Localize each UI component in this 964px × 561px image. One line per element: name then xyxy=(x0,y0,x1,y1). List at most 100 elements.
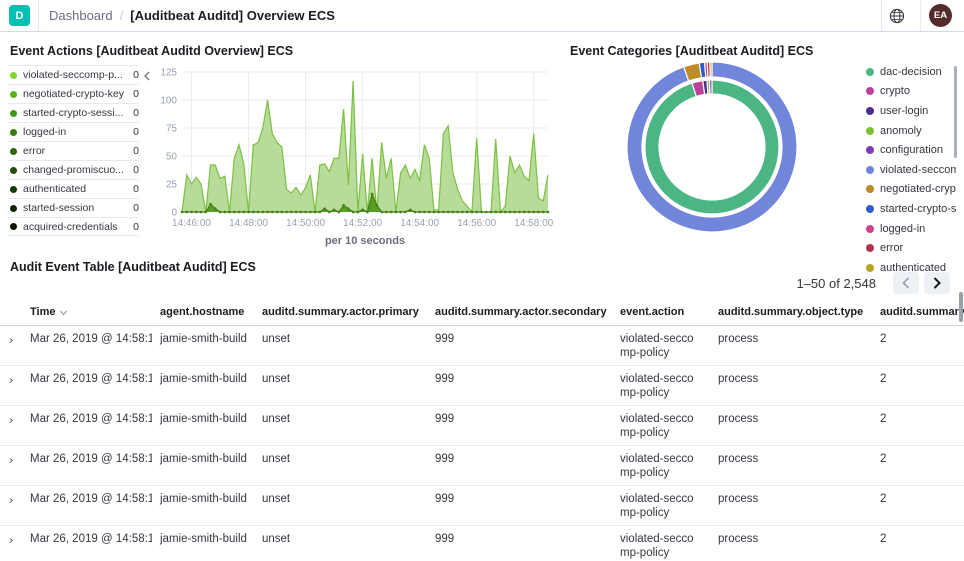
donut-slice-violated-seccomp[interactable] xyxy=(626,61,798,233)
legend-item-label: dac-decision xyxy=(880,65,942,78)
previous-page-button[interactable] xyxy=(893,272,919,294)
legend-item[interactable]: crypto xyxy=(866,82,956,102)
svg-text:125: 125 xyxy=(160,68,177,79)
legend-color-dot xyxy=(10,185,17,193)
legend-item-value: 0 xyxy=(133,145,139,157)
table-cell: violated-seccomp-policy xyxy=(620,413,694,439)
legend-item[interactable]: changed-promiscuo... 0 xyxy=(8,160,139,179)
table-cell: process xyxy=(718,373,759,385)
table-cell: jamie-smith-build xyxy=(160,453,247,465)
column-header-auditd-summary-object-type: auditd.summary.object.type xyxy=(710,300,872,325)
legend-color-dot xyxy=(10,109,17,117)
legend-item-label: error xyxy=(880,242,904,255)
breadcrumb-dashboard-link[interactable]: Dashboard xyxy=(49,8,113,23)
legend-item[interactable]: started-crypto-sessi... 0 xyxy=(8,103,139,122)
app-logo[interactable]: D xyxy=(9,5,30,26)
column-header-Time[interactable]: Time xyxy=(22,300,152,325)
table-body: Mar 26, 2019 @ 14:58:15.245 jamie-smith-b… xyxy=(0,326,964,561)
svg-text:14:46:00: 14:46:00 xyxy=(172,218,211,229)
legend-item[interactable]: configuration xyxy=(866,140,956,160)
row-expand-button[interactable] xyxy=(0,406,22,445)
legend-item[interactable]: error xyxy=(866,238,956,258)
table-cell: jamie-smith-build xyxy=(160,373,247,385)
table-cell: 2 xyxy=(880,413,887,425)
donut-slice-authenticated[interactable] xyxy=(709,61,713,78)
svg-text:0: 0 xyxy=(171,208,177,219)
svg-text:14:54:00: 14:54:00 xyxy=(400,218,439,229)
legend-item-value: 0 xyxy=(133,126,139,138)
next-page-button[interactable] xyxy=(924,272,950,294)
legend-item[interactable]: authenticated 0 xyxy=(8,179,139,198)
legend-item[interactable]: logged-in xyxy=(866,219,956,239)
legend-item[interactable]: started-session 0 xyxy=(8,198,139,217)
row-expand-button[interactable] xyxy=(0,526,22,561)
legend-item[interactable]: error 0 xyxy=(8,141,139,160)
breadcrumb: Dashboard / [Auditbeat Auditd] Overview … xyxy=(49,8,335,23)
legend-item[interactable]: negotiated-crypto... xyxy=(866,180,956,200)
legend-scrollbar[interactable] xyxy=(954,66,957,158)
row-expand-button[interactable] xyxy=(0,486,22,525)
svg-text:100: 100 xyxy=(160,96,177,107)
table-vertical-scrollbar[interactable] xyxy=(959,292,963,322)
legend-item-label: authenticated xyxy=(23,183,87,195)
legend-color-dot xyxy=(10,166,17,174)
row-expand-button[interactable] xyxy=(0,326,22,365)
column-header-label: auditd.summary.actor.primary xyxy=(262,306,419,318)
column-header-label: agent.hostname xyxy=(160,306,245,318)
legend-item[interactable]: logged-in 0 xyxy=(8,122,139,141)
table-cell: unset xyxy=(262,373,291,385)
table-row: Mar 26, 2019 @ 14:58:15.245 jamie-smith-b… xyxy=(0,446,964,486)
table-cell: Mar 26, 2019 @ 14:58:15.245 xyxy=(30,373,152,385)
legend-item[interactable]: acquired-credentials 0 xyxy=(8,217,139,236)
nav-divider xyxy=(38,0,39,31)
donut-slice-dac-decision[interactable] xyxy=(644,79,780,215)
legend-item[interactable]: violated-seccomp-p... 0 xyxy=(8,65,139,84)
svg-text:14:56:00: 14:56:00 xyxy=(457,218,496,229)
event-categories-panel-title: Event Categories [Auditbeat Auditd] ECS xyxy=(570,44,814,58)
table-row: Mar 26, 2019 @ 14:58:15.245 jamie-smith-b… xyxy=(0,526,964,561)
legend-item-label: crypto xyxy=(880,85,910,98)
legend-color-dot xyxy=(10,147,17,155)
table-header-spacer xyxy=(0,300,22,325)
column-header-label: event.action xyxy=(620,306,685,318)
globe-button[interactable] xyxy=(882,8,912,24)
chevron-left-icon xyxy=(144,71,150,81)
row-expand-button[interactable] xyxy=(0,366,22,405)
legend-item[interactable]: anomoly xyxy=(866,121,956,141)
legend-item[interactable]: dac-decision xyxy=(866,62,956,82)
legend-item-value: 0 xyxy=(133,164,139,176)
legend-item-label: violated-seccomp... xyxy=(880,163,956,176)
legend-item[interactable]: negotiated-crypto-key 0 xyxy=(8,84,139,103)
row-expand-button[interactable] xyxy=(0,446,22,485)
donut-slice-configuration[interactable] xyxy=(708,79,713,95)
user-avatar[interactable]: EA xyxy=(929,4,952,27)
svg-text:14:50:00: 14:50:00 xyxy=(286,218,325,229)
table-cell: unset xyxy=(262,333,291,345)
chevron-right-icon xyxy=(9,498,13,503)
table-cell: process xyxy=(718,333,759,345)
legend-item-label: error xyxy=(23,145,46,157)
legend-color-dot xyxy=(866,87,874,96)
audit-event-table-panel: Audit Event Table [Auditbeat Auditd] ECS… xyxy=(0,248,964,561)
table-cell: violated-seccomp-policy xyxy=(620,333,694,359)
column-header-auditd-summary-actor-secondary: auditd.summary.actor.secondary xyxy=(427,300,612,325)
chevron-right-icon xyxy=(9,338,13,343)
legend-item-label: negotiated-crypto-key xyxy=(23,88,124,100)
event-actions-panel-title: Event Actions [Auditbeat Auditd Overview… xyxy=(10,44,294,58)
globe-icon xyxy=(889,8,905,23)
legend-item[interactable]: violated-seccomp... xyxy=(866,160,956,180)
nav-divider xyxy=(881,0,882,31)
legend-item[interactable]: started-crypto-se... xyxy=(866,199,956,219)
chevron-right-icon xyxy=(9,458,13,463)
event-categories-donut-chart[interactable] xyxy=(626,61,798,233)
table-cell: violated-seccomp-policy xyxy=(620,493,694,519)
column-header-label: auditd.summary.object.type xyxy=(718,306,864,318)
legend-item-value: 0 xyxy=(133,107,139,119)
legend-item[interactable]: authenticated xyxy=(866,258,956,278)
legend-collapse-button[interactable] xyxy=(143,68,151,86)
event-actions-panel: Event Actions [Auditbeat Auditd Overview… xyxy=(0,32,560,256)
legend-color-dot xyxy=(10,90,17,98)
column-header-agent-hostname: agent.hostname xyxy=(152,300,254,325)
legend-color-dot xyxy=(866,126,874,135)
legend-item[interactable]: user-login xyxy=(866,101,956,121)
